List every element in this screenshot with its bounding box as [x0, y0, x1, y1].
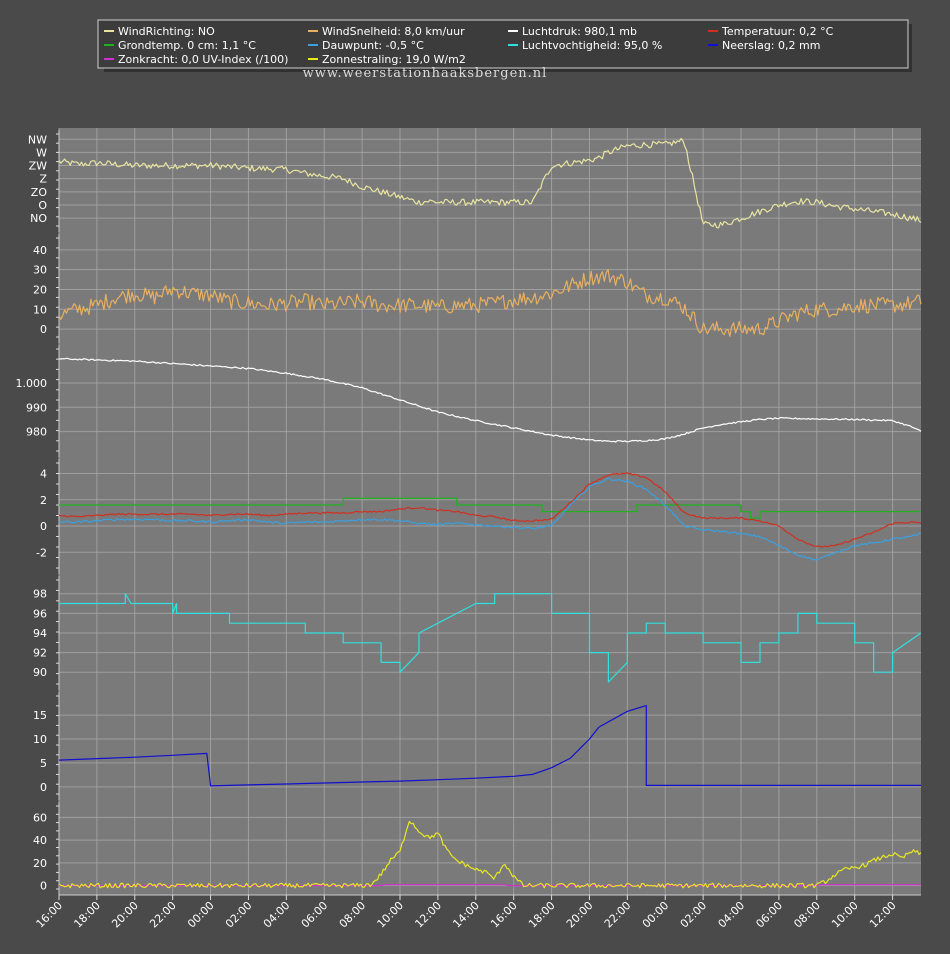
series-line-humidity-0	[59, 593, 922, 683]
panel-pressure: 980 990 1.000	[16, 345, 922, 457]
panel-solar: 0 20 40 60	[33, 802, 922, 895]
y-tick-label: 4	[40, 468, 47, 481]
legend-label: Luchtvochtigheid: 95,0 %	[522, 39, 662, 52]
y-tick-label: 0	[40, 520, 47, 533]
panel-rain: 0 5 10 15	[33, 692, 921, 800]
legend-item: Grondtemp. 0 cm: 1,1 °C	[104, 39, 256, 52]
series-line-temperature-2	[58, 477, 921, 561]
y-tick-label: 30	[33, 264, 47, 277]
legend-label: Zonnestraling: 19,0 W/m2	[322, 53, 466, 66]
legend-label: Grondtemp. 0 cm: 1,1 °C	[118, 39, 256, 52]
legend-item: Luchtdruk: 980,1 mb	[508, 25, 637, 38]
legend-label: Neerslag: 0,2 mm	[722, 39, 820, 52]
legend-item: WindRichting: NO	[104, 25, 215, 38]
legend-item: Zonnestraling: 19,0 W/m2	[308, 53, 466, 66]
y-tick-label: 60	[33, 811, 47, 824]
legend-box	[97, 19, 909, 69]
plot-area: NOOZOZZWWNW0102030409809901.000-20249092…	[16, 128, 922, 895]
legend-item: Dauwpunt: -0,5 °C	[308, 39, 424, 52]
legend: WindRichting: NO WindSnelheid: 8,0 km/uur…	[97, 19, 912, 72]
series-line-solar-1	[58, 820, 922, 889]
y-tick-label: W	[36, 146, 47, 159]
y-tick-label: 990	[26, 401, 47, 414]
y-tick-label: 96	[33, 607, 47, 620]
panel-humidity: 90 92 94 96 98	[33, 576, 922, 690]
y-tick-label: 0	[40, 880, 47, 893]
legend-label: Luchtdruk: 980,1 mb	[522, 25, 637, 38]
y-tick-label: 2	[40, 494, 47, 507]
y-tick-label: 5	[40, 757, 47, 770]
series-line-temperature-0	[59, 497, 921, 519]
series-line-temperature-1	[58, 472, 922, 548]
y-tick-label: Z	[39, 173, 47, 186]
y-tick-label: 10	[33, 733, 47, 746]
y-tick-label: 15	[33, 709, 47, 722]
series-line-wind-speed-0	[58, 268, 922, 337]
legend-item: Neerslag: 0,2 mm	[708, 39, 820, 52]
series-line-solar-0	[59, 884, 921, 887]
y-tick-label: 40	[33, 834, 47, 847]
y-tick-label: 20	[33, 857, 47, 870]
panel-temperature: -2 0 2 4	[36, 459, 922, 574]
y-tick-label: 10	[33, 303, 47, 316]
y-tick-label: 1.000	[16, 377, 48, 390]
series-line-pressure-0	[58, 357, 922, 443]
legend-item: Luchtvochtigheid: 95,0 %	[508, 39, 662, 52]
series-line-wind-direction-0	[58, 137, 922, 229]
legend-label: Dauwpunt: -0,5 °C	[322, 39, 424, 52]
y-tick-label: 0	[40, 781, 47, 794]
y-tick-label: O	[38, 199, 47, 212]
legend-label: WindRichting: NO	[118, 25, 215, 38]
y-tick-label: NO	[30, 212, 47, 225]
legend-label: WindSnelheid: 8,0 km/uur	[322, 25, 465, 38]
y-tick-label: 98	[33, 588, 47, 601]
y-tick-label: 20	[33, 283, 47, 296]
series-line-rain-0	[58, 705, 921, 787]
y-tick-label: 92	[33, 647, 47, 660]
y-tick-label: 980	[26, 426, 47, 439]
panel-wind-speed: 0 10 20 30 40	[33, 234, 922, 343]
legend-item: Temperatuur: 0,2 °C	[708, 25, 834, 38]
watermark-text: www.weerstationhaaksbergen.nl	[303, 66, 548, 81]
legend-item: WindSnelheid: 8,0 km/uur	[308, 25, 465, 38]
legend-item: Zonkracht: 0,0 UV-Index (/100)	[104, 53, 288, 66]
y-tick-label: 40	[33, 244, 47, 257]
y-tick-label: ZW	[29, 160, 48, 173]
y-tick-label: 0	[40, 323, 47, 336]
y-tick-label: NW	[28, 133, 47, 146]
y-tick-label: 90	[33, 666, 47, 679]
y-tick-label: -2	[36, 546, 47, 559]
y-tick-label: ZO	[31, 186, 48, 199]
y-tick-label: 94	[33, 627, 47, 640]
legend-label: Temperatuur: 0,2 °C	[721, 25, 834, 38]
legend-label: Zonkracht: 0,0 UV-Index (/100)	[118, 53, 288, 66]
